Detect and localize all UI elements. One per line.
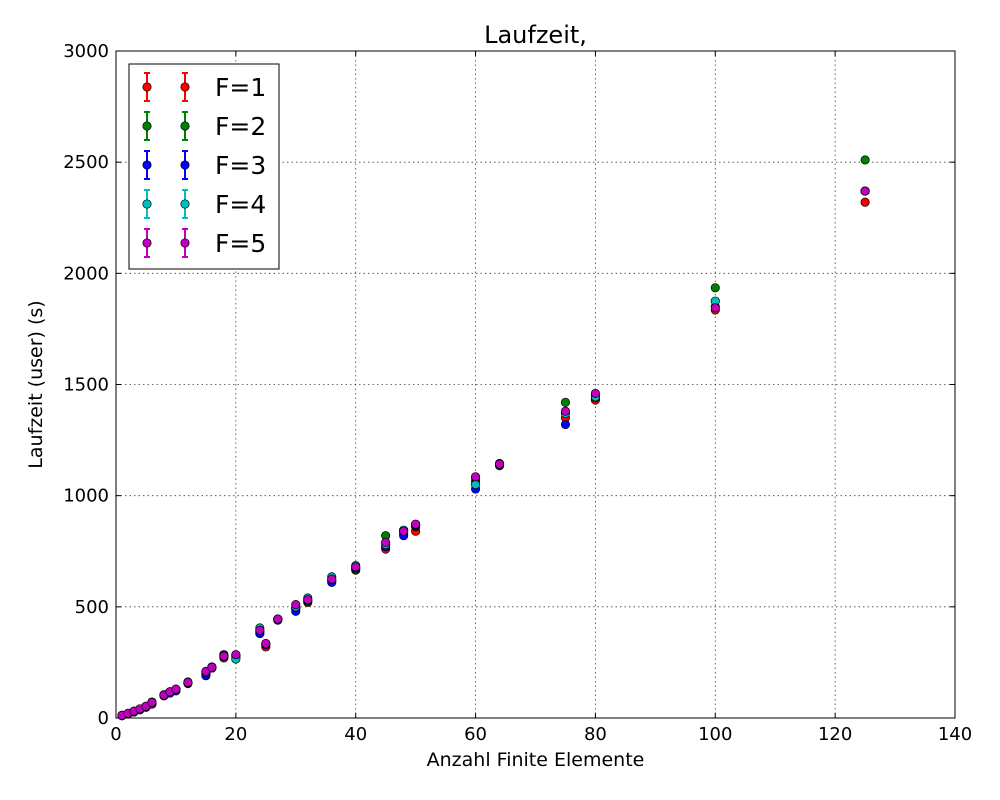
data-point bbox=[351, 562, 361, 572]
data-point bbox=[273, 614, 283, 624]
x-tick-label: 140 bbox=[938, 724, 972, 745]
data-point bbox=[860, 197, 870, 207]
legend-entry: F=5 bbox=[142, 228, 266, 258]
data-point bbox=[183, 677, 193, 687]
chart-title: Laufzeit, bbox=[484, 21, 587, 49]
data-point bbox=[710, 283, 720, 293]
legend-marker bbox=[180, 121, 190, 131]
legend-marker bbox=[142, 199, 152, 209]
legend-label: F=5 bbox=[215, 229, 266, 258]
x-tick-label: 20 bbox=[224, 724, 247, 745]
data-point bbox=[860, 155, 870, 165]
x-tick-label: 40 bbox=[344, 724, 367, 745]
data-point bbox=[590, 388, 600, 398]
legend-entry: F=4 bbox=[142, 189, 266, 219]
data-point bbox=[411, 519, 421, 529]
legend-entry: F=2 bbox=[142, 111, 266, 141]
legend-marker bbox=[180, 238, 190, 248]
legend-marker bbox=[142, 82, 152, 92]
data-point bbox=[471, 472, 481, 482]
legend-marker bbox=[180, 82, 190, 92]
legend-marker bbox=[180, 199, 190, 209]
y-tick-label: 1500 bbox=[63, 375, 109, 396]
x-axis-label: Anzahl Finite Elemente bbox=[427, 749, 645, 771]
y-tick-label: 0 bbox=[98, 708, 109, 729]
data-point bbox=[207, 662, 217, 672]
legend: F=1 F=2 F=3 F=4 F=5 bbox=[128, 63, 280, 270]
y-tick-label: 2500 bbox=[63, 152, 109, 173]
y-tick-label: 1000 bbox=[63, 486, 109, 507]
x-tick-label: 100 bbox=[698, 724, 732, 745]
legend-entry: F=3 bbox=[142, 150, 266, 180]
y-axis-label: Laufzeit (user) (s) bbox=[25, 300, 47, 468]
x-tick-label: 0 bbox=[110, 724, 121, 745]
data-point bbox=[231, 650, 241, 660]
data-point bbox=[710, 303, 720, 313]
data-point bbox=[327, 574, 337, 584]
legend-label: F=1 bbox=[215, 73, 266, 102]
data-point bbox=[255, 625, 265, 635]
x-tick-label: 60 bbox=[464, 724, 487, 745]
y-tick-label: 2000 bbox=[63, 263, 109, 284]
data-point bbox=[291, 600, 301, 610]
legend-marker bbox=[142, 238, 152, 248]
legend-marker bbox=[180, 160, 190, 170]
legend-entry: F=1 bbox=[142, 72, 266, 102]
data-point bbox=[560, 406, 571, 416]
data-point bbox=[399, 526, 409, 536]
data-point bbox=[303, 595, 313, 605]
data-point bbox=[560, 419, 571, 430]
x-tick-label: 80 bbox=[584, 724, 607, 745]
data-point bbox=[560, 397, 571, 407]
legend-label: F=4 bbox=[215, 190, 266, 219]
grid bbox=[116, 51, 955, 718]
x-tick-label: 120 bbox=[818, 724, 852, 745]
data-points bbox=[117, 155, 870, 721]
series-5 bbox=[117, 186, 870, 720]
y-tick-label: 500 bbox=[75, 597, 109, 618]
data-point bbox=[381, 537, 391, 547]
axis-ticks: 0 20 40 60 80 100 120 140 0 500 1000 1500 2000 2500 30… bbox=[63, 41, 972, 745]
data-point bbox=[494, 459, 505, 469]
data-point bbox=[261, 638, 271, 649]
legend-label: F=2 bbox=[215, 112, 266, 141]
data-point bbox=[219, 651, 229, 661]
data-point bbox=[860, 186, 870, 196]
data-point bbox=[171, 684, 181, 694]
legend-label: F=3 bbox=[215, 151, 266, 180]
data-point bbox=[471, 479, 481, 490]
legend-box bbox=[128, 63, 280, 270]
legend-marker bbox=[142, 160, 152, 170]
data-point bbox=[147, 697, 157, 707]
y-tick-label: 3000 bbox=[63, 41, 109, 62]
legend-marker bbox=[142, 121, 152, 131]
